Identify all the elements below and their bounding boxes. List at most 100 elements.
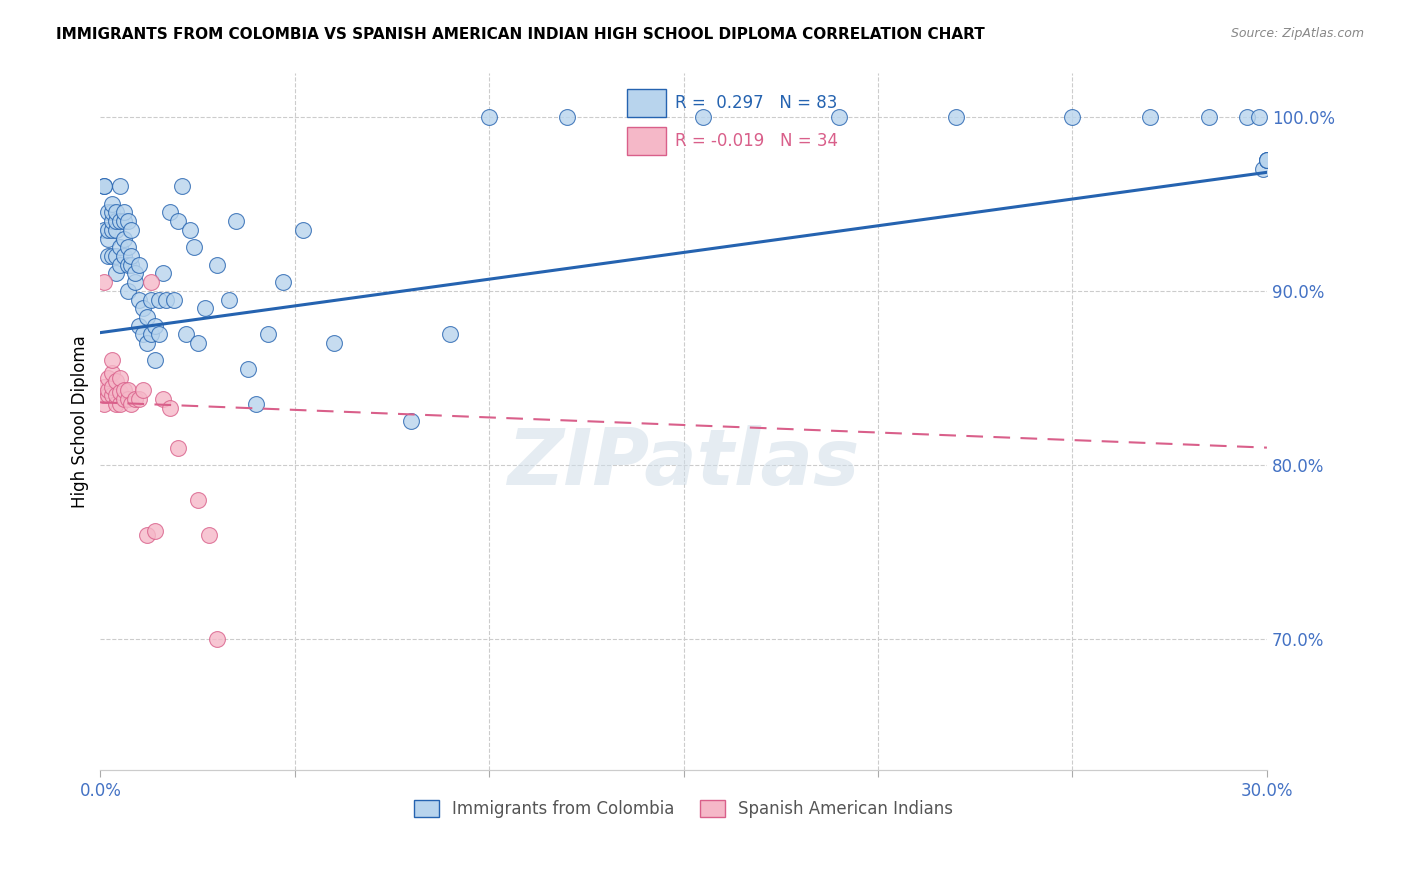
- Point: [1256, 153, 1278, 167]
- Point: [117, 258, 139, 272]
- Point: [187, 336, 209, 351]
- Point: [112, 231, 135, 245]
- Point: [187, 492, 209, 507]
- Point: [945, 110, 967, 124]
- Point: [120, 258, 142, 272]
- Legend: Immigrants from Colombia, Spanish American Indians: Immigrants from Colombia, Spanish Americ…: [408, 793, 960, 824]
- Point: [97, 231, 120, 245]
- Point: [101, 379, 124, 393]
- Point: [136, 336, 159, 351]
- Point: [93, 388, 115, 402]
- Point: [322, 336, 344, 351]
- Point: [104, 249, 127, 263]
- Point: [291, 223, 314, 237]
- Point: [194, 301, 217, 316]
- Point: [108, 179, 131, 194]
- Point: [478, 110, 501, 124]
- Point: [143, 318, 166, 333]
- Text: Source: ZipAtlas.com: Source: ZipAtlas.com: [1230, 27, 1364, 40]
- Point: [97, 223, 120, 237]
- Point: [104, 223, 127, 237]
- Point: [174, 327, 197, 342]
- Point: [108, 240, 131, 254]
- Point: [167, 441, 190, 455]
- Point: [439, 327, 461, 342]
- Point: [112, 205, 135, 219]
- Point: [101, 223, 124, 237]
- Point: [205, 632, 228, 647]
- Point: [148, 327, 170, 342]
- Point: [120, 397, 142, 411]
- Point: [1236, 110, 1258, 124]
- Point: [124, 275, 146, 289]
- Point: [132, 327, 155, 342]
- Point: [132, 301, 155, 316]
- Text: R =  0.297   N = 83: R = 0.297 N = 83: [675, 95, 837, 112]
- Point: [97, 249, 120, 263]
- Point: [1198, 110, 1220, 124]
- Point: [218, 293, 240, 307]
- Point: [236, 362, 259, 376]
- Point: [93, 223, 115, 237]
- Point: [152, 392, 174, 406]
- Y-axis label: High School Diploma: High School Diploma: [72, 335, 89, 508]
- Point: [104, 266, 127, 280]
- Text: R = -0.019   N = 34: R = -0.019 N = 34: [675, 132, 838, 150]
- Point: [132, 383, 155, 397]
- Point: [136, 528, 159, 542]
- Point: [101, 214, 124, 228]
- Point: [128, 293, 150, 307]
- Text: IMMIGRANTS FROM COLOMBIA VS SPANISH AMERICAN INDIAN HIGH SCHOOL DIPLOMA CORRELAT: IMMIGRANTS FROM COLOMBIA VS SPANISH AMER…: [56, 27, 986, 42]
- FancyBboxPatch shape: [627, 89, 666, 117]
- Point: [108, 397, 131, 411]
- Point: [120, 223, 142, 237]
- Point: [1256, 153, 1278, 167]
- Point: [692, 110, 714, 124]
- Point: [117, 284, 139, 298]
- Point: [170, 179, 193, 194]
- Point: [1249, 110, 1271, 124]
- Point: [256, 327, 278, 342]
- Point: [555, 110, 578, 124]
- Point: [101, 205, 124, 219]
- Point: [124, 266, 146, 280]
- Point: [108, 258, 131, 272]
- Point: [225, 214, 247, 228]
- Point: [108, 371, 131, 385]
- Point: [179, 223, 201, 237]
- Point: [97, 371, 120, 385]
- Point: [112, 392, 135, 406]
- Point: [112, 249, 135, 263]
- Point: [104, 205, 127, 219]
- Point: [198, 528, 221, 542]
- Point: [136, 310, 159, 324]
- Point: [143, 353, 166, 368]
- Point: [139, 293, 162, 307]
- Point: [112, 383, 135, 397]
- Point: [148, 293, 170, 307]
- Point: [159, 401, 181, 415]
- Point: [401, 415, 423, 429]
- Point: [128, 258, 150, 272]
- Point: [93, 397, 115, 411]
- Point: [112, 214, 135, 228]
- Point: [93, 179, 115, 194]
- Point: [117, 214, 139, 228]
- Point: [120, 249, 142, 263]
- Point: [828, 110, 851, 124]
- Point: [245, 397, 267, 411]
- Point: [101, 353, 124, 368]
- Point: [155, 293, 177, 307]
- Point: [97, 205, 120, 219]
- Point: [104, 214, 127, 228]
- Point: [143, 524, 166, 539]
- Point: [1062, 110, 1084, 124]
- Point: [128, 318, 150, 333]
- Text: ZIPatlas: ZIPatlas: [508, 425, 859, 501]
- Point: [124, 392, 146, 406]
- Point: [104, 388, 127, 402]
- Point: [1139, 110, 1161, 124]
- FancyBboxPatch shape: [627, 127, 666, 155]
- Point: [93, 379, 115, 393]
- Point: [271, 275, 294, 289]
